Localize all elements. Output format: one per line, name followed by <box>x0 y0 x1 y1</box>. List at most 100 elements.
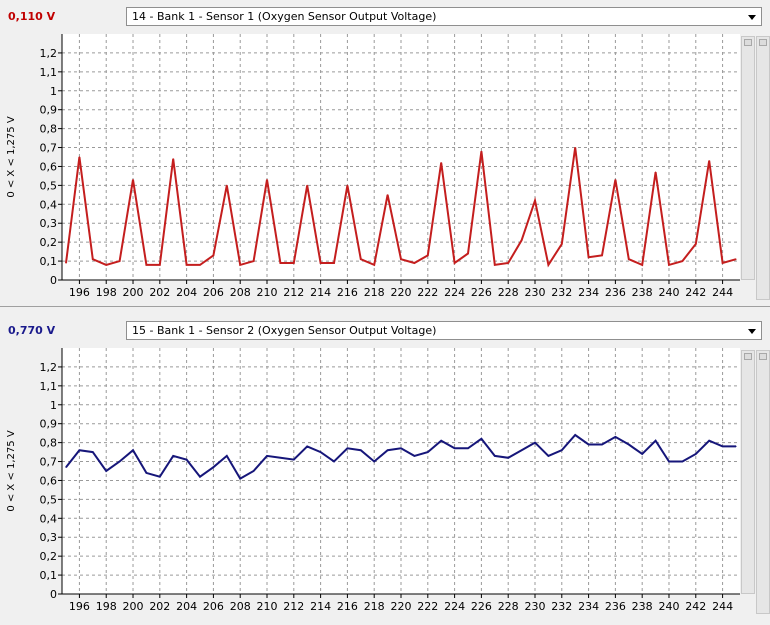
vertical-scrollbar[interactable] <box>741 350 755 594</box>
data-point <box>721 445 724 447</box>
scrollbar-thumb[interactable] <box>759 39 767 46</box>
y-tick-label: 0,5 <box>40 493 58 506</box>
data-point <box>132 449 134 451</box>
vertical-scrollbar[interactable] <box>756 350 770 614</box>
x-tick-label: 234 <box>578 286 599 299</box>
data-point <box>641 264 643 266</box>
data-point <box>199 476 201 478</box>
y-tick-label: 1 <box>50 85 57 98</box>
scrollbar-thumb[interactable] <box>744 353 752 360</box>
y-tick-label: 0,2 <box>40 236 58 249</box>
sensor-select[interactable]: 15 - Bank 1 - Sensor 2 (Oxygen Sensor Ou… <box>126 321 762 340</box>
x-tick-label: 226 <box>471 286 492 299</box>
data-point <box>212 254 215 256</box>
x-tick-label: 228 <box>498 286 519 299</box>
data-point <box>641 453 643 455</box>
x-tick-label: 212 <box>283 600 304 613</box>
data-point <box>239 264 241 266</box>
vertical-scrollbar[interactable] <box>756 36 770 300</box>
x-tick-label: 204 <box>176 600 197 613</box>
data-point <box>78 156 81 158</box>
x-tick-label: 212 <box>283 286 304 299</box>
x-tick-label: 214 <box>310 600 331 613</box>
x-tick-label: 244 <box>712 286 733 299</box>
data-point <box>494 455 496 457</box>
data-point <box>373 264 375 266</box>
data-point <box>614 436 616 438</box>
data-point <box>159 264 161 266</box>
x-tick-label: 224 <box>444 600 465 613</box>
x-tick-label: 210 <box>257 286 278 299</box>
data-point <box>587 256 590 258</box>
data-point <box>346 184 349 186</box>
x-tick-label: 234 <box>578 600 599 613</box>
y-axis-label: 0 < X < 1,275 V <box>6 116 17 197</box>
scrollbar-thumb[interactable] <box>744 39 752 46</box>
data-point <box>413 455 415 457</box>
y-tick-label: 1,2 <box>40 361 58 374</box>
data-point <box>735 445 737 447</box>
data-point <box>293 459 295 461</box>
data-point <box>480 438 482 440</box>
data-point <box>520 449 523 451</box>
data-point <box>614 179 616 181</box>
sensor-select[interactable]: 14 - Bank 1 - Sensor 1 (Oxygen Sensor Ou… <box>126 7 762 26</box>
y-tick-label: 0,2 <box>40 550 58 563</box>
data-point <box>681 260 683 262</box>
data-point <box>668 264 670 266</box>
data-point <box>561 449 563 451</box>
x-tick-label: 220 <box>391 286 412 299</box>
x-tick-label: 242 <box>685 600 706 613</box>
data-point <box>333 460 335 463</box>
x-tick-label: 218 <box>364 286 385 299</box>
x-tick-label: 208 <box>230 286 251 299</box>
y-tick-label: 0,1 <box>40 569 58 582</box>
x-tick-label: 236 <box>605 600 626 613</box>
x-tick-label: 238 <box>632 286 653 299</box>
data-point <box>333 262 335 264</box>
data-point <box>601 443 603 446</box>
x-tick-label: 214 <box>310 286 331 299</box>
sensor-select-label: 14 - Bank 1 - Sensor 1 (Oxygen Sensor Ou… <box>132 10 437 23</box>
x-tick-label: 196 <box>69 600 90 613</box>
x-tick-label: 218 <box>364 600 385 613</box>
data-point <box>172 455 174 457</box>
x-tick-label: 210 <box>257 600 278 613</box>
x-tick-label: 204 <box>176 286 197 299</box>
data-point <box>507 457 509 459</box>
chevron-down-icon[interactable] <box>748 329 756 334</box>
vertical-scrollbar[interactable] <box>741 36 755 280</box>
data-point <box>387 194 389 196</box>
data-point <box>574 146 576 149</box>
data-point <box>574 434 576 436</box>
data-point <box>253 470 255 472</box>
y-axis-label: 0 < X < 1,275 V <box>6 430 17 511</box>
scrollbar-thumb[interactable] <box>759 353 767 360</box>
data-point <box>145 264 148 266</box>
data-point <box>186 459 188 461</box>
data-point <box>681 460 683 463</box>
data-point <box>65 262 67 264</box>
y-tick-label: 0,8 <box>40 123 58 136</box>
y-tick-label: 0,6 <box>40 474 58 487</box>
data-point <box>507 262 509 264</box>
data-point <box>360 449 362 451</box>
x-tick-label: 202 <box>149 600 170 613</box>
data-point <box>695 453 697 455</box>
x-tick-label: 228 <box>498 600 519 613</box>
y-tick-label: 0,6 <box>40 160 58 173</box>
data-point <box>587 443 590 446</box>
x-tick-label: 202 <box>149 286 170 299</box>
chevron-down-icon[interactable] <box>748 15 756 20</box>
data-point <box>279 262 282 264</box>
voltage-line-chart: 0 0,1 0,2 0,3 0,4 0,5 0,6 0,7 0,8 0,9 1 1,1 1,2 196 19… <box>6 34 740 299</box>
x-tick-label: 198 <box>96 600 117 613</box>
y-tick-label: 0,9 <box>40 104 58 117</box>
y-tick-label: 1 <box>50 399 57 412</box>
x-tick-label: 238 <box>632 600 653 613</box>
sensor-panel-2: 0,770 V 15 - Bank 1 - Sensor 2 (Oxygen S… <box>0 314 770 625</box>
data-point <box>387 449 389 451</box>
data-point <box>199 264 201 266</box>
x-tick-label: 216 <box>337 600 358 613</box>
data-point <box>119 260 121 262</box>
